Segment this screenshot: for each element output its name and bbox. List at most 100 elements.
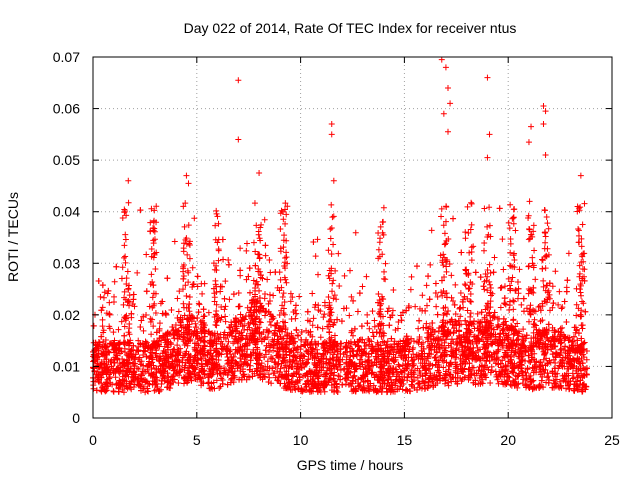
data-point [304, 371, 311, 378]
data-point [500, 266, 507, 273]
data-point [386, 322, 393, 329]
data-point [364, 311, 371, 318]
data-point [479, 376, 486, 383]
data-point [433, 303, 440, 310]
data-point [132, 351, 139, 358]
data-point [208, 343, 215, 350]
data-point [403, 386, 410, 393]
data-point [279, 293, 286, 300]
data-point [516, 266, 523, 273]
data-point [274, 368, 281, 375]
data-point [303, 327, 310, 334]
data-point [320, 314, 327, 321]
data-point [292, 315, 299, 322]
data-point [552, 359, 559, 366]
data-point [304, 378, 311, 385]
data-point [200, 313, 207, 320]
data-point [358, 323, 365, 330]
data-point [343, 343, 350, 350]
data-point [402, 357, 409, 364]
data-point [573, 301, 580, 308]
data-point [573, 312, 580, 319]
data-point [225, 257, 232, 264]
data-point [268, 380, 275, 387]
data-point [310, 315, 317, 322]
data-point [101, 289, 108, 296]
data-point [174, 362, 181, 369]
data-point [491, 309, 498, 316]
data-point [364, 320, 371, 327]
data-point [481, 330, 488, 337]
data-point [290, 373, 297, 380]
data-point [99, 304, 106, 311]
data-point [266, 344, 273, 351]
data-point [302, 386, 309, 393]
data-point [191, 215, 198, 222]
data-point [384, 308, 391, 315]
data-point [90, 322, 97, 329]
data-point [328, 334, 335, 341]
data-point [385, 305, 392, 312]
data-point [374, 339, 381, 346]
data-point [287, 290, 294, 297]
data-point [276, 312, 283, 319]
data-point [331, 332, 338, 339]
data-point [197, 319, 204, 326]
data-point [222, 313, 229, 320]
data-point [243, 376, 250, 383]
data-point [571, 357, 578, 364]
data-point [246, 324, 253, 331]
data-point [473, 340, 480, 347]
data-point [409, 346, 416, 353]
data-point [455, 317, 462, 324]
data-point [226, 296, 233, 303]
data-point [164, 384, 171, 391]
data-point [111, 278, 118, 285]
data-point [458, 339, 465, 346]
data-point [266, 298, 273, 305]
data-point [363, 273, 370, 280]
data-point [201, 339, 208, 346]
data-point [447, 360, 454, 367]
data-point [559, 304, 566, 311]
data-point [510, 306, 517, 313]
data-point [220, 256, 227, 263]
data-point [549, 283, 556, 290]
data-point [532, 276, 539, 283]
data-point [280, 290, 287, 297]
data-point [336, 283, 343, 290]
data-point [248, 304, 255, 311]
data-point [491, 254, 498, 261]
data-point [497, 285, 504, 292]
data-point [264, 358, 271, 365]
data-point [366, 325, 373, 332]
data-point [494, 376, 501, 383]
data-point [519, 380, 526, 387]
data-point [452, 359, 459, 366]
data-point [221, 295, 228, 302]
data-point [267, 269, 274, 276]
data-point [558, 305, 565, 312]
data-point [235, 290, 242, 297]
data-point [422, 307, 429, 314]
data-point [137, 207, 144, 214]
data-point [237, 272, 244, 279]
data-point [269, 355, 276, 362]
data-point [545, 373, 552, 380]
data-point [353, 351, 360, 358]
data-point [264, 276, 271, 283]
data-point [378, 363, 385, 370]
data-point [196, 301, 203, 308]
data-point [389, 307, 396, 314]
data-point [502, 301, 509, 308]
data-point [461, 281, 468, 288]
data-point [239, 332, 246, 339]
data-point [319, 325, 326, 332]
data-point [206, 365, 213, 372]
data-point [119, 386, 126, 393]
data-point [174, 348, 181, 355]
data-point [487, 379, 494, 386]
data-point [309, 290, 316, 297]
data-point [395, 318, 402, 325]
data-point [423, 282, 430, 289]
